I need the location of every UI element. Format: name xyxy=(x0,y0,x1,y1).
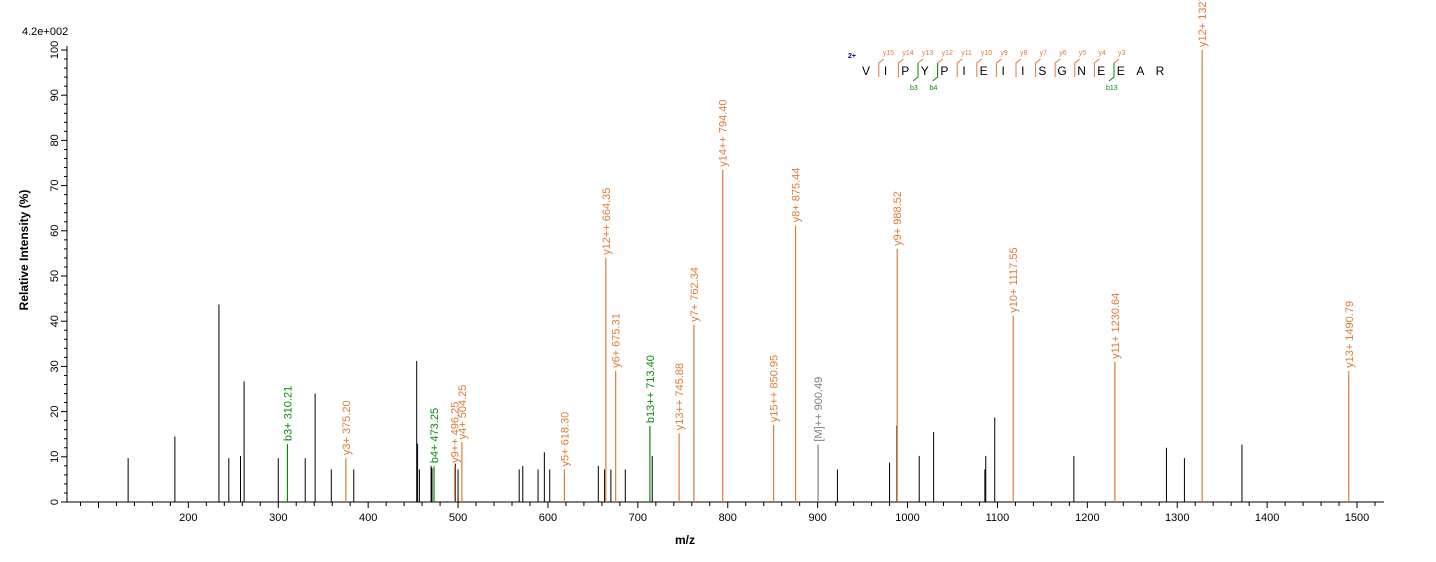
x-tick-label: 600 xyxy=(539,512,557,524)
sequence-residue: Y xyxy=(921,64,929,78)
sequence-residue: I xyxy=(1021,64,1024,78)
y-ion-label: y4 xyxy=(1098,50,1106,57)
peak-label: b3+ 310.21 xyxy=(282,386,294,441)
peak-label: b13++ 713.40 xyxy=(645,355,657,423)
peak-label: y4+ 504.25 xyxy=(457,385,469,440)
sequence-residue: G xyxy=(1057,64,1066,78)
b-ion-label: b3 xyxy=(910,85,918,92)
y-ion-bracket xyxy=(956,58,963,77)
y-tick-label: 30 xyxy=(49,360,61,372)
y-ion-label: y5 xyxy=(1079,50,1087,57)
sequence-residue: N xyxy=(1077,64,1086,78)
y-ion-bracket xyxy=(878,58,885,77)
peak-label: y10+ 1117.55 xyxy=(1008,247,1020,312)
y-ion-label: y14 xyxy=(902,50,913,57)
peak-label: [M]++ 900.49 xyxy=(813,377,825,442)
y-tick-label: 80 xyxy=(49,134,61,146)
sequence-residue: R xyxy=(1156,64,1165,78)
x-tick-label: 400 xyxy=(359,512,377,524)
y-tick-label: 60 xyxy=(49,225,61,237)
x-tick-label: 300 xyxy=(269,512,287,524)
y-ion-label: y15 xyxy=(883,50,894,57)
x-tick-label: 500 xyxy=(449,512,467,524)
x-tick-label: 1100 xyxy=(986,512,1010,524)
peak-label: y8+ 875.44 xyxy=(791,168,803,223)
x-tick-label: 1300 xyxy=(1165,512,1189,524)
y-ion-bracket xyxy=(976,58,983,77)
y-ion-bracket xyxy=(1054,58,1061,77)
y-ion-bracket xyxy=(897,58,904,77)
peak-label: y6+ 675.31 xyxy=(611,313,623,368)
y-ion-bracket xyxy=(1035,58,1041,77)
peak-label: y13+ 1490.79 xyxy=(1344,301,1356,368)
y-tick-label: 100 xyxy=(49,41,61,59)
y-tick-label: 20 xyxy=(49,405,61,417)
y-tick-label: 0 xyxy=(49,499,61,505)
axes: 0 10 20 30 40 50 60 70 80 90 100 200 300 400 500 600 700… xyxy=(49,41,1384,524)
sequence-residue: I xyxy=(884,64,887,78)
y-ion-bracket xyxy=(995,58,1002,77)
y-ion-label: y3 xyxy=(1118,50,1126,57)
x-tick-label: 900 xyxy=(808,512,826,524)
y-tick-label: 40 xyxy=(49,315,61,327)
x-tick-label: 1400 xyxy=(1255,512,1279,524)
x-tick-label: 1200 xyxy=(1075,512,1099,524)
x-tick-label: 700 xyxy=(629,512,647,524)
y-ion-bracket xyxy=(1093,58,1100,77)
y-tick-label: 90 xyxy=(49,89,61,101)
y-ion-label: y8 xyxy=(1020,50,1028,57)
sequence-residue: A xyxy=(1136,64,1144,78)
peak-label: y9+ 988.52 xyxy=(892,191,904,246)
sequence-residue: I xyxy=(962,64,965,78)
peak-label: y7+ 762.34 xyxy=(689,267,701,322)
x-tick-label: 200 xyxy=(179,512,197,524)
sequence-residue: I xyxy=(1002,64,1005,78)
y-tick-label: 70 xyxy=(49,179,61,191)
peak-label: y3+ 375.20 xyxy=(341,400,353,455)
peaks-group xyxy=(127,50,1350,502)
y-tick-label: 10 xyxy=(49,451,61,463)
sequence-residue: P xyxy=(901,64,909,78)
b-ion-label: b13 xyxy=(1106,85,1118,92)
sequence-residue: E xyxy=(980,64,988,78)
y-ion-label: y10 xyxy=(981,50,992,57)
b-ion-bracket xyxy=(1108,63,1115,82)
b-ion-bracket xyxy=(912,63,919,82)
y-ion-label: y6 xyxy=(1059,50,1067,57)
y-ion-bracket xyxy=(1074,58,1081,77)
y-ion-label: y12 xyxy=(942,50,953,57)
charge-state: 2+ xyxy=(848,53,856,60)
peak-label: y14++ 794.40 xyxy=(718,99,730,166)
y-ion-label: y7 xyxy=(1040,50,1048,57)
b-ion-bracket xyxy=(932,63,939,82)
peak-label: y9++ 496.25 xyxy=(450,402,462,463)
y-tick-label: 50 xyxy=(49,270,61,282)
peak-labels-group: b3+ 310.21 y3+ 375.20 b4+ 473.25 y9++ 496.2… xyxy=(282,0,1355,466)
y-axis-title: Relative Intensity (%) xyxy=(17,190,31,311)
b-ion-label: b4 xyxy=(930,85,938,92)
sequence-residue: E xyxy=(1117,64,1125,78)
y-ion-label: y11 xyxy=(961,50,972,57)
sequence-residue: V xyxy=(862,64,870,78)
peak-label: b4+ 473.25 xyxy=(429,408,441,463)
y-ion-label: y13 xyxy=(922,50,933,57)
y-ion-label: y9 xyxy=(1000,50,1008,57)
x-axis-title: m/z xyxy=(675,533,695,547)
peak-label: y12+ 1327.72 xyxy=(1197,0,1209,47)
sequence-residue: E xyxy=(1097,64,1105,78)
x-tick-label: 1500 xyxy=(1345,512,1369,524)
intensity-scale-label: 4.2e+002 xyxy=(22,26,68,38)
x-tick-label: 1000 xyxy=(895,512,919,524)
x-tick-label: 800 xyxy=(719,512,737,524)
y-ion-bracket xyxy=(1015,58,1022,77)
peak-label: y11+ 1230.64 xyxy=(1110,293,1122,359)
peak-label: y5+ 618.30 xyxy=(559,412,571,467)
peak-label: y15++ 850.95 xyxy=(769,355,781,422)
sequence-residue: S xyxy=(1038,64,1046,78)
sequence-residue: P xyxy=(940,64,948,78)
peak-label: y12++ 664.35 xyxy=(601,188,613,255)
peak-label: y13++ 745.88 xyxy=(674,363,686,430)
